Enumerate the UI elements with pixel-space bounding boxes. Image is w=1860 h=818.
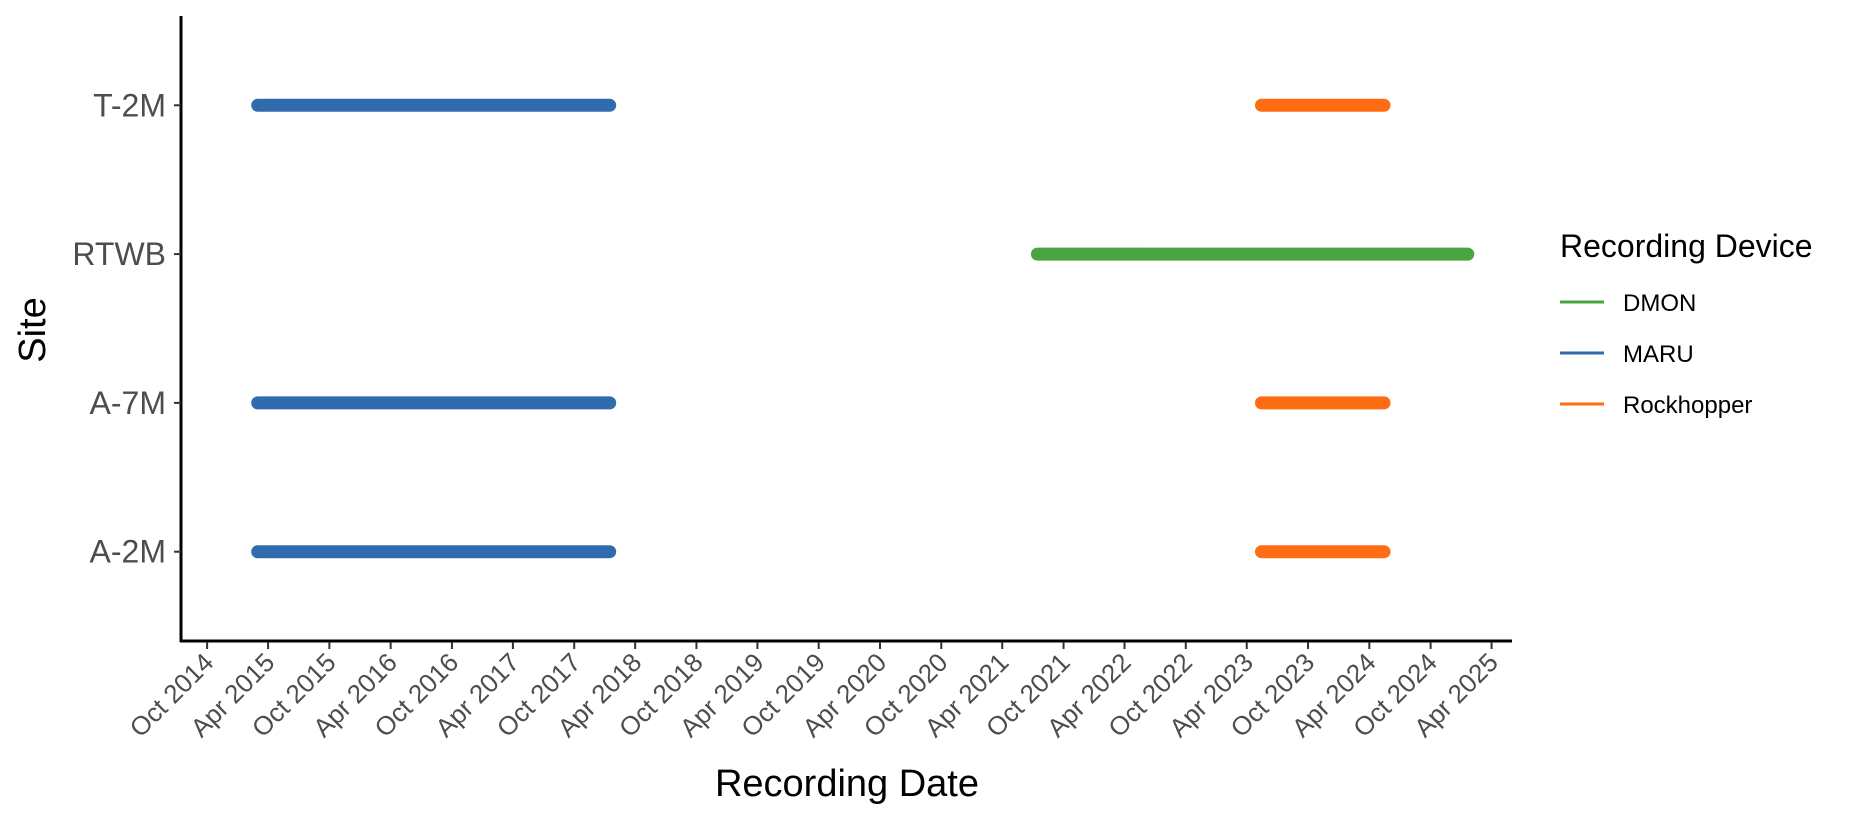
y-axis-title: Site — [12, 297, 54, 362]
y-tick-label: RTWB — [72, 236, 166, 272]
y-tick-label: A-7M — [90, 385, 166, 421]
y-ticks-layer: A-2M A-7M RTWB T-2M — [72, 87, 181, 570]
segments-layer — [251, 98, 1475, 559]
legend-title: Recording Device — [1560, 228, 1813, 264]
legend: Recording Device DMON MARU Rockhopper — [1560, 228, 1813, 419]
y-tick-label: T-2M — [93, 87, 166, 123]
y-tick-label: A-2M — [90, 534, 166, 570]
legend-label-rockhopper: Rockhopper — [1623, 392, 1752, 419]
legend-label-maru: MARU — [1623, 341, 1694, 368]
legend-label-dmon: DMON — [1623, 290, 1696, 317]
x-axis-title: Recording Date — [715, 763, 979, 805]
legend-entries: DMON MARU Rockhopper — [1560, 290, 1752, 419]
